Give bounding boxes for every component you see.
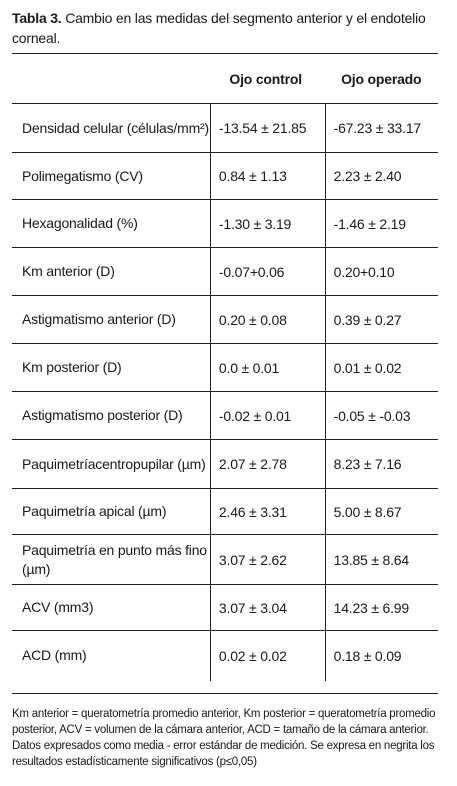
table-row: Paquimetría en punto más fino (µm) 3.07 ±… <box>12 534 438 585</box>
table-body: Densidad celular (células/mm²) -13.54 ± 2… <box>12 103 438 681</box>
header-ojo-control: Ojo control <box>229 71 302 87</box>
cell-ojo-control: 2.07 ± 2.78 <box>209 439 326 489</box>
cell-ojo-operado: 0.18 ± 0.09 <box>324 630 438 681</box>
cell-ojo-control: -0.07+0.06 <box>209 247 326 296</box>
cell-ojo-operado: -1.46 ± 2.19 <box>324 199 438 248</box>
row-label: Paquimetría en punto más fino (µm) <box>12 534 211 585</box>
caption-label: Tabla 3. <box>12 10 62 26</box>
bottom-rule <box>12 693 438 694</box>
cell-ojo-control: 0.84 ± 1.13 <box>209 152 326 200</box>
table-row: Paquimetría apical (µm) 2.46 ± 3.31 5.00 ±… <box>12 488 438 535</box>
table-row: Km posterior (D) 0.0 ± 0.01 0.01 ± 0.02 <box>12 343 438 392</box>
table-row: Astigmatismo posterior (D) -0.02 ± 0.01 -0… <box>12 391 438 440</box>
data-table: Ojo control Ojo operado Densidad celular… <box>12 55 438 681</box>
table-row: ACD (mm) 0.02 ± 0.02 0.18 ± 0.09 <box>12 630 438 681</box>
cell-ojo-operado: 0.01 ± 0.02 <box>324 343 438 392</box>
cell-ojo-operado: 0.20+0.10 <box>324 247 438 296</box>
header-row: Ojo control Ojo operado <box>12 55 438 104</box>
cell-ojo-operado: 8.23 ± 7.16 <box>324 439 438 489</box>
cell-ojo-operado: 2.23 ± 2.40 <box>324 152 438 200</box>
table-footnote: Km anterior = queratometría promedio ant… <box>12 708 436 768</box>
row-label: Paquimetríacentropupilar (µm) <box>12 439 211 489</box>
table-row: Densidad celular (células/mm²) -13.54 ± 2… <box>12 103 438 153</box>
table-row: Hexagonalidad (%) -1.30 ± 3.19 -1.46 ± 2.1… <box>12 199 438 248</box>
row-label: Km posterior (D) <box>12 343 211 392</box>
cell-ojo-control: -13.54 ± 21.85 <box>209 103 326 153</box>
row-label: Polimegatismo (CV) <box>12 152 211 200</box>
cell-ojo-operado: -67.23 ± 33.17 <box>324 103 438 153</box>
header-empty <box>12 55 210 104</box>
top-rule <box>12 53 438 54</box>
header-ojo-operado: Ojo operado <box>341 71 422 87</box>
cell-ojo-control: 2.46 ± 3.31 <box>209 488 326 535</box>
row-label: ACV (mm3) <box>12 584 211 631</box>
table-row: Km anterior (D) -0.07+0.06 0.20+0.10 <box>12 247 438 296</box>
cell-ojo-control: 3.07 ± 2.62 <box>209 534 326 585</box>
cell-ojo-control: 0.02 ± 0.02 <box>209 630 326 681</box>
table-row: Astigmatismo anterior (D) 0.20 ± 0.08 0.39… <box>12 295 438 344</box>
row-label: ACD (mm) <box>12 630 211 681</box>
cell-ojo-operado: 14.23 ± 6.99 <box>324 584 438 631</box>
caption-text: Cambio en las medidas del segmento anter… <box>12 10 426 46</box>
cell-ojo-operado: 0.39 ± 0.27 <box>324 295 438 344</box>
table-row: Polimegatismo (CV) 0.84 ± 1.13 2.23 ± 2.40 <box>12 152 438 200</box>
row-label: Hexagonalidad (%) <box>12 199 211 248</box>
cell-ojo-operado: 5.00 ± 8.67 <box>324 488 438 535</box>
cell-ojo-control: -1.30 ± 3.19 <box>209 199 326 248</box>
cell-ojo-control: 0.0 ± 0.01 <box>209 343 326 392</box>
cell-ojo-control: -0.02 ± 0.01 <box>209 391 326 440</box>
cell-ojo-operado: -0.05 ± -0.03 <box>324 391 438 440</box>
row-label: Paquimetría apical (µm) <box>12 488 211 535</box>
row-label: Astigmatismo anterior (D) <box>12 295 211 344</box>
cell-ojo-control: 3.07 ± 3.04 <box>209 584 326 631</box>
table-caption: Tabla 3. Cambio en las medidas del segme… <box>12 8 442 48</box>
table-row: Paquimetríacentropupilar (µm) 2.07 ± 2.78… <box>12 439 438 489</box>
row-label: Astigmatismo posterior (D) <box>12 391 211 440</box>
cell-ojo-operado: 13.85 ± 8.64 <box>324 534 438 585</box>
cell-ojo-control: 0.20 ± 0.08 <box>209 295 326 344</box>
row-label: Km anterior (D) <box>12 247 211 296</box>
row-label: Densidad celular (células/mm²) <box>12 103 211 153</box>
table-row: ACV (mm3) 3.07 ± 3.04 14.23 ± 6.99 <box>12 584 438 631</box>
